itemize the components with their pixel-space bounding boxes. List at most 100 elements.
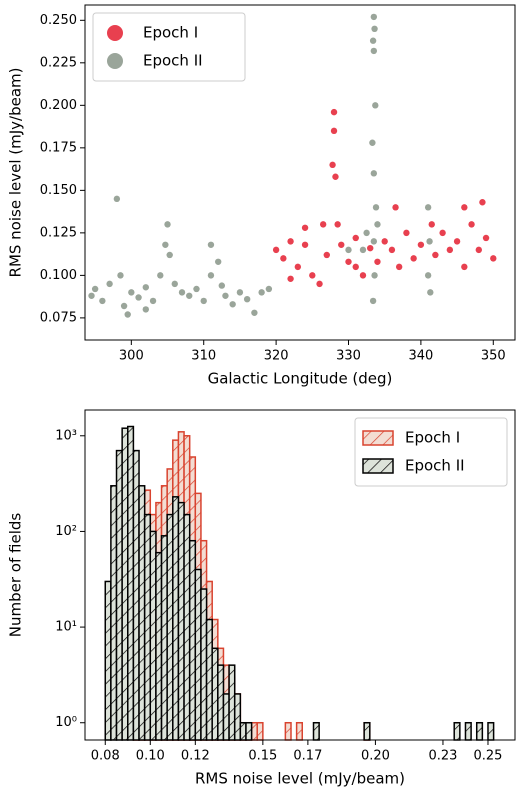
- histogram-bar: [475, 721, 484, 741]
- scatter-point: [162, 241, 169, 248]
- scatter-point: [120, 302, 128, 310]
- histogram-bar: [172, 496, 180, 741]
- scatter-point: [301, 241, 309, 248]
- y-tick-label: 10²: [55, 524, 77, 539]
- scatter-point: [164, 221, 171, 228]
- scatter-point: [372, 102, 379, 109]
- scatter-point: [287, 275, 294, 282]
- y-tick-label: 10⁰: [55, 715, 77, 730]
- y-tick-label: 0.125: [40, 225, 77, 240]
- scatter-point: [117, 272, 124, 279]
- scatter-point: [369, 297, 377, 305]
- scatter-point: [280, 255, 287, 262]
- scatter-point: [323, 251, 330, 259]
- y-axis-label: RMS noise level (mJy/beam): [7, 68, 25, 278]
- x-tick-label: 0.15: [248, 749, 277, 764]
- scatter-point: [432, 251, 439, 259]
- legend-swatch: [362, 430, 394, 446]
- histogram-bar: [453, 721, 461, 741]
- scatter-point: [142, 284, 150, 291]
- legend-marker: [107, 53, 123, 69]
- x-tick-label: 350: [481, 349, 506, 364]
- scatter-point: [135, 294, 142, 301]
- scatter-point: [371, 25, 378, 33]
- histogram-bar: [194, 568, 202, 741]
- y-tick-label: 0.075: [40, 310, 77, 325]
- scatter-point: [345, 246, 352, 254]
- histogram-bar: [110, 485, 118, 741]
- histogram-bar: [487, 721, 495, 741]
- scatter-point: [258, 289, 265, 296]
- x-tick-label: 310: [191, 349, 216, 364]
- histogram-bar: [250, 721, 258, 741]
- scatter-point: [426, 238, 433, 245]
- legend-label: Epoch II: [143, 52, 203, 70]
- scatter-point: [372, 204, 380, 211]
- scatter-point: [359, 246, 367, 254]
- scatter-point: [424, 204, 432, 211]
- scatter-point: [157, 272, 164, 279]
- scatter-point: [392, 204, 399, 211]
- scatter-point: [309, 272, 316, 279]
- legend-box: [92, 12, 246, 82]
- histogram-bar: [233, 693, 242, 741]
- legend-label: Epoch I: [143, 24, 198, 42]
- histogram-bar: [177, 501, 185, 741]
- histogram-bar: [284, 721, 292, 741]
- scatter-point: [352, 263, 359, 271]
- x-tick-label: 0.10: [136, 749, 165, 764]
- histogram-bar: [205, 618, 213, 741]
- scatter-point: [91, 285, 99, 293]
- scatter-point: [332, 173, 339, 180]
- histogram-bar: [200, 588, 208, 741]
- axes-frame: [84, 409, 516, 741]
- scatter-point: [319, 221, 327, 228]
- histogram-bar: [256, 721, 264, 741]
- histogram-bar: [239, 721, 247, 741]
- scatter-point: [330, 108, 338, 116]
- scatter-point: [461, 263, 468, 271]
- scatter-point: [200, 297, 207, 305]
- scatter-point: [403, 229, 410, 237]
- scatter-point: [334, 221, 341, 228]
- scatter-point: [265, 285, 273, 293]
- histogram-bar: [166, 513, 174, 741]
- scatter-point: [369, 139, 376, 146]
- legend-swatch: [362, 458, 394, 474]
- histogram-bar: [127, 425, 135, 741]
- histogram-bar: [222, 693, 230, 741]
- scatter-point: [128, 289, 135, 296]
- scatter-point: [370, 13, 378, 21]
- scatter-point: [370, 47, 378, 55]
- histogram-bar: [217, 664, 225, 741]
- scatter-point: [439, 229, 446, 237]
- histogram-bar: [295, 721, 304, 741]
- histogram-bar: [115, 449, 123, 741]
- scatter-point: [410, 255, 417, 262]
- x-tick-label: 0.08: [91, 749, 120, 764]
- histogram-bar: [228, 664, 236, 741]
- scatter-point: [338, 241, 345, 248]
- scatter-point: [287, 238, 294, 245]
- x-tick-label: 0.25: [474, 749, 503, 764]
- scatter-point: [345, 258, 352, 265]
- scatter-point: [446, 246, 454, 254]
- y-axis-label: Number of fields: [7, 513, 25, 638]
- y-tick-label: 10¹: [55, 620, 77, 635]
- scatter-point: [374, 258, 381, 265]
- scatter-point: [222, 292, 229, 299]
- axes-frame: [84, 4, 516, 341]
- scatter-point: [272, 246, 280, 254]
- scatter-point: [236, 289, 244, 296]
- scatter-point: [214, 258, 222, 265]
- scatter-point: [243, 295, 251, 303]
- scatter-point: [359, 272, 367, 279]
- y-tick-label: 0.250: [40, 13, 77, 28]
- scatter-point: [294, 263, 302, 271]
- scatter-point: [479, 199, 486, 206]
- scatter-point: [88, 292, 95, 299]
- y-tick-label: 0.200: [40, 98, 77, 113]
- scatter-point: [301, 224, 309, 231]
- scatter-point: [193, 285, 200, 293]
